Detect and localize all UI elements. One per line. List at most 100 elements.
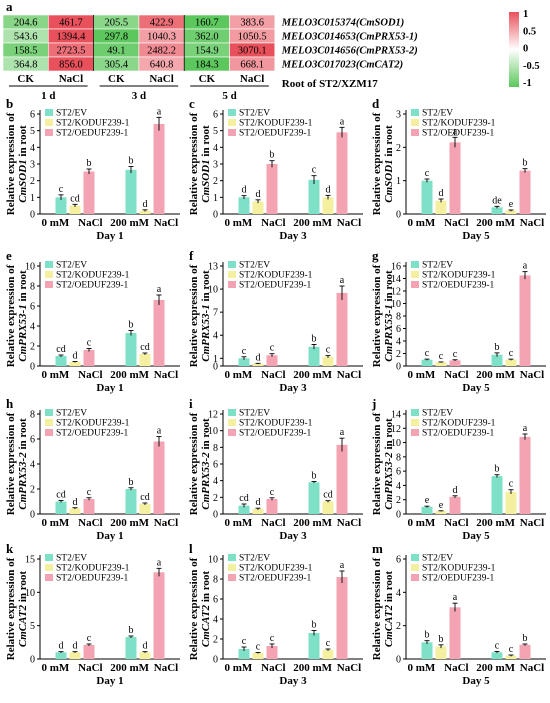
bar	[125, 489, 137, 514]
significance-letter: a	[157, 284, 162, 295]
x-category-label: NaCl	[337, 517, 361, 529]
bar	[322, 650, 334, 659]
heatmap-value: 461.7	[59, 18, 83, 29]
significance-letter: b	[425, 630, 430, 641]
bar	[308, 482, 320, 514]
significance-letter: b	[523, 158, 528, 169]
y-tick-label: 0	[213, 655, 218, 666]
heatmap-value: 422.9	[150, 18, 174, 29]
y-tick-label: 8	[396, 452, 401, 463]
y-tick-label: 10	[208, 555, 218, 566]
legend-label: ST2/OEDUF239-1	[239, 574, 312, 584]
legend-swatch	[411, 119, 419, 126]
significance-letter: c	[59, 184, 64, 195]
bar	[491, 476, 503, 514]
bar	[55, 356, 67, 366]
bar	[69, 205, 81, 214]
significance-letter: a	[523, 261, 528, 272]
heatmap-day-label: 3 d	[132, 90, 146, 102]
legend-label: ST2/EV	[422, 109, 453, 119]
x-category-label: 200 mM	[476, 517, 515, 529]
panel-label: c	[189, 96, 195, 111]
y-axis-label: Relative expression ofCmSOD1 in root	[188, 112, 212, 215]
legend-label: ST2/OEDUF239-1	[239, 281, 312, 291]
x-category-label: 0 mM	[408, 217, 436, 229]
y-tick-label: 3	[396, 110, 401, 121]
x-category-label: 0 mM	[408, 517, 436, 529]
x-category-label: 200 mM	[293, 369, 332, 381]
y-tick-label: 10	[391, 438, 401, 449]
bar	[435, 646, 447, 659]
heatmap-treatment-label: NaCl	[240, 73, 264, 85]
heatmap-scale-tick: 1	[523, 9, 528, 20]
x-category-label: NaCl	[78, 517, 102, 529]
y-tick-label: 0	[396, 210, 401, 221]
y-tick-label: 14	[391, 410, 401, 421]
heatmap-day-label: 5 d	[222, 90, 236, 102]
heatmap-value: 205.5	[104, 18, 128, 29]
heatmap-treatment-label: NaCl	[149, 73, 173, 85]
significance-letter: a	[523, 423, 528, 434]
significance-letter: d	[326, 184, 331, 195]
heatmap-value: 362.0	[195, 32, 219, 43]
y-tick-label: 0	[30, 210, 35, 221]
panel-label: l	[189, 541, 193, 556]
legend-swatch	[228, 429, 236, 436]
y-tick-label: 4	[213, 615, 218, 626]
heatmap-value: 668.1	[240, 60, 264, 71]
y-tick-label: 8	[213, 443, 218, 454]
x-category-label: 0 mM	[225, 369, 253, 381]
x-category-label: NaCl	[444, 369, 468, 381]
bar	[336, 444, 348, 514]
significance-letter: b	[312, 471, 317, 482]
y-tick-label: 6	[30, 435, 35, 446]
significance-letter: c	[439, 351, 444, 362]
bar	[153, 572, 165, 659]
y-axis-label: Relative expression ofCmPRX53-1 in root	[371, 264, 395, 367]
x-category-label: NaCl	[154, 517, 178, 529]
y-tick-label: 8	[396, 312, 401, 323]
heatmap-color-scale	[509, 12, 519, 87]
y-tick-label: 12	[391, 287, 401, 298]
legend-swatch	[45, 429, 53, 436]
heatmap-scale-tick: -0.5	[523, 61, 540, 72]
legend-label: ST2/OEDUF239-1	[239, 429, 312, 439]
significance-letter: cd	[140, 342, 149, 353]
bar	[252, 201, 264, 214]
x-category-label: 0 mM	[408, 369, 436, 381]
legend-swatch	[411, 271, 419, 278]
legend-swatch	[45, 261, 53, 268]
y-tick-label: 10	[391, 299, 401, 310]
significance-letter: b	[270, 150, 275, 161]
heatmap-value: 2723.5	[57, 46, 86, 57]
y-tick-label: 6	[30, 302, 35, 313]
bar	[449, 360, 461, 366]
significance-letter: e	[509, 199, 514, 210]
bar	[252, 653, 264, 659]
x-category-label: 200 mM	[476, 369, 515, 381]
day-label: Day 5	[462, 230, 490, 242]
significance-letter: e	[425, 495, 430, 506]
bar-chart-grid: b Relative expression ofCmSOD1 in root 0 12…	[5, 96, 546, 687]
y-tick-label: 8	[213, 575, 218, 586]
x-category-label: 200 mM	[476, 217, 515, 229]
x-category-label: NaCl	[337, 662, 361, 674]
significance-letter: c	[453, 349, 458, 360]
panel-label: e	[6, 248, 12, 263]
significance-letter: d	[143, 199, 148, 210]
bar	[55, 197, 67, 214]
bar	[238, 649, 250, 659]
x-category-label: 200 mM	[293, 217, 332, 229]
legend-swatch	[411, 564, 419, 571]
bar	[139, 652, 151, 659]
y-axis-label: Relative expression ofCmPRX53-2 in root	[5, 412, 29, 515]
legend-swatch	[45, 271, 53, 278]
y-tick-label: 0	[213, 362, 218, 373]
significance-letter: a	[340, 560, 345, 571]
significance-letter: b	[312, 620, 317, 631]
legend-swatch	[45, 574, 53, 581]
